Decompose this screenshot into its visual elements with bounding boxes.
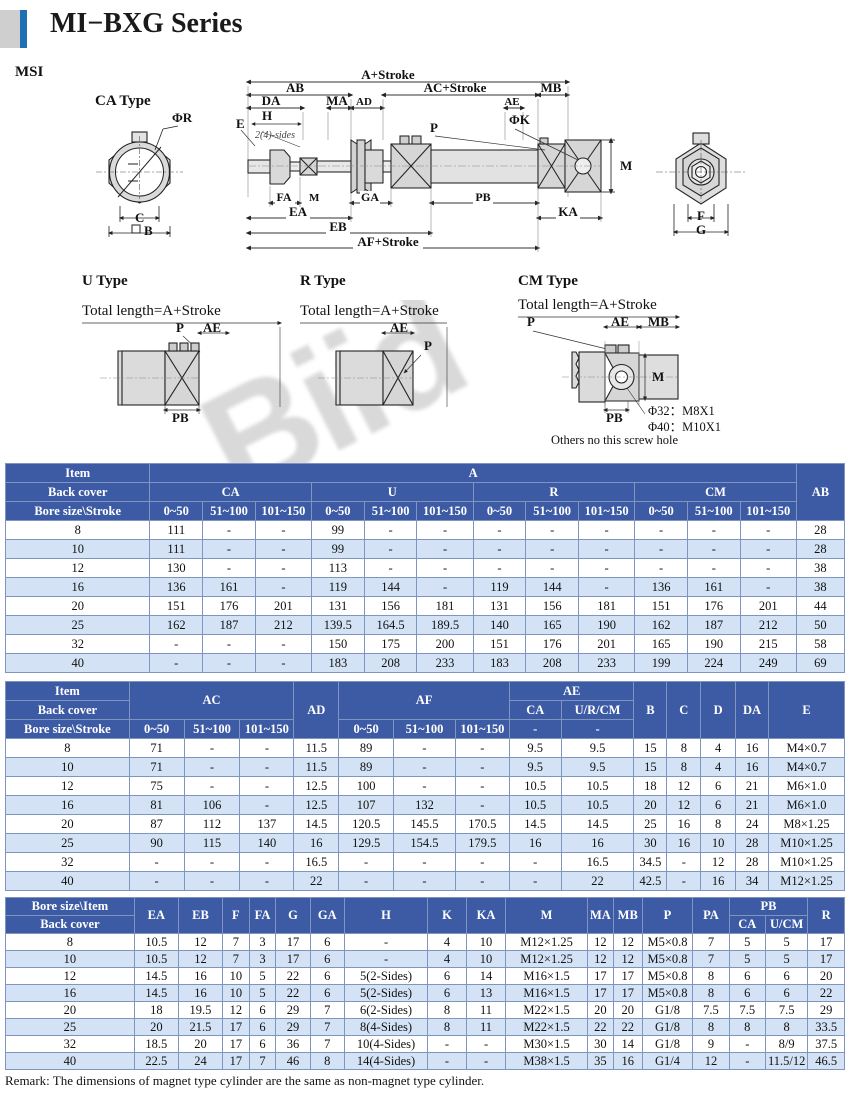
svg-text:AC+Stroke: AC+Stroke bbox=[424, 80, 487, 95]
svg-text:U Type: U Type bbox=[82, 273, 128, 289]
svg-text:Total length=A+Stroke: Total length=A+Stroke bbox=[300, 303, 439, 319]
svg-text:KA: KA bbox=[558, 204, 578, 219]
svg-text:M: M bbox=[620, 158, 632, 173]
svg-text:AE: AE bbox=[611, 314, 629, 329]
svg-text:A+Stroke: A+Stroke bbox=[361, 67, 415, 82]
svg-text:P: P bbox=[176, 320, 184, 335]
svg-text:M: M bbox=[309, 192, 320, 204]
svg-text:G: G bbox=[696, 222, 706, 237]
svg-text:R Type: R Type bbox=[300, 273, 346, 289]
svg-text:ΦR: ΦR bbox=[172, 110, 193, 125]
svg-text:AE: AE bbox=[504, 96, 519, 108]
svg-text:B: B bbox=[144, 223, 153, 238]
svg-text:E: E bbox=[236, 116, 245, 131]
svg-text:DA: DA bbox=[262, 93, 281, 108]
svg-text:AB: AB bbox=[286, 80, 304, 95]
svg-text:EB: EB bbox=[329, 219, 347, 234]
svg-text:2(4)-sides: 2(4)-sides bbox=[255, 130, 295, 141]
svg-text:Φ32：M8X1: Φ32：M8X1 bbox=[648, 404, 715, 418]
svg-text:PB: PB bbox=[172, 410, 189, 425]
svg-text:MB: MB bbox=[648, 314, 669, 329]
svg-text:ΦK: ΦK bbox=[509, 112, 531, 127]
svg-text:AD: AD bbox=[356, 96, 372, 108]
svg-text:CM Type: CM Type bbox=[518, 273, 578, 289]
svg-text:C: C bbox=[135, 210, 144, 225]
svg-text:EA: EA bbox=[289, 204, 308, 219]
svg-text:F: F bbox=[697, 208, 705, 223]
svg-text:AE: AE bbox=[390, 320, 408, 335]
svg-text:FA: FA bbox=[276, 190, 291, 204]
svg-text:P: P bbox=[424, 338, 432, 353]
svg-text:GA: GA bbox=[361, 190, 379, 204]
svg-text:PB: PB bbox=[475, 190, 490, 204]
svg-text:CA Type: CA Type bbox=[95, 93, 151, 109]
svg-text:H: H bbox=[262, 108, 272, 123]
svg-text:Φ40：M10X1: Φ40：M10X1 bbox=[648, 420, 721, 434]
svg-text:P: P bbox=[527, 314, 535, 329]
svg-text:AF+Stroke: AF+Stroke bbox=[357, 234, 419, 249]
svg-text:Total length=A+Stroke: Total length=A+Stroke bbox=[518, 297, 657, 313]
svg-text:P: P bbox=[430, 120, 438, 135]
svg-text:MB: MB bbox=[541, 80, 562, 95]
svg-text:MA: MA bbox=[326, 93, 348, 108]
svg-text:M: M bbox=[652, 369, 664, 384]
svg-text:Others no this screw hole: Others no this screw hole bbox=[551, 433, 679, 447]
svg-text:AE: AE bbox=[203, 320, 221, 335]
svg-text:Total length=A+Stroke: Total length=A+Stroke bbox=[82, 303, 221, 319]
svg-text:PB: PB bbox=[606, 410, 623, 425]
